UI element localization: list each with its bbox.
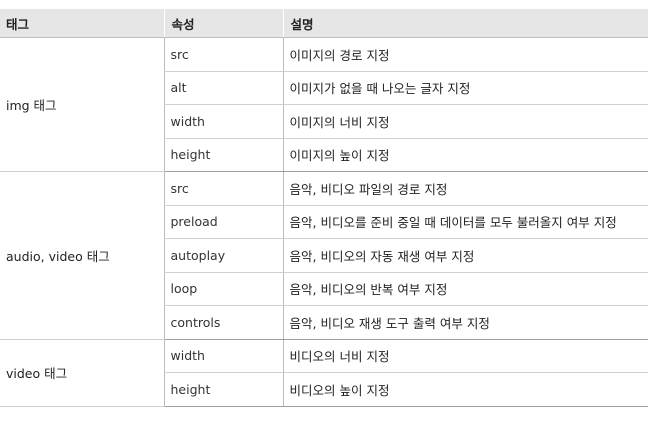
table-row: preload 음악, 비디오를 준비 중일 때 데이터를 모두 불러올지 여부… [0,205,648,239]
attribute-cell: autoplay [163,238,284,273]
attribute-cell: alt [163,71,284,105]
description-cell: 이미지의 높이 지정 [283,138,648,172]
attribute-cell: height [163,372,284,407]
table-row: loop 음악, 비디오의 반복 여부 지정 [0,272,648,306]
description-cell: 비디오의 높이 지정 [283,372,648,407]
attribute-cell: preload [163,205,284,239]
description-cell: 이미지의 경로 지정 [283,37,648,72]
table-row: audio, video 태그 src 음악, 비디오 파일의 경로 지정 [0,171,648,340]
header-tag: 태그 [0,9,164,38]
attribute-cell: height [163,138,284,172]
attribute-cell: loop [163,272,284,306]
attribute-cell: src [163,171,284,206]
tag-cell-img: img 태그 [0,37,164,172]
attribute-table: 태그 속성 설명 img 태그 src 이미지의 경로 지정 alt 이미지가 … [0,9,648,407]
header-row: 태그 속성 설명 [0,9,648,38]
table-body: img 태그 src 이미지의 경로 지정 alt 이미지가 없을 때 나오는 … [0,37,648,407]
description-cell: 음악, 비디오를 준비 중일 때 데이터를 모두 불러올지 여부 지정 [283,205,648,239]
description-cell: 이미지의 너비 지정 [283,104,648,139]
attribute-cell: controls [163,305,284,340]
table-header: 태그 속성 설명 [0,9,648,38]
table-row: autoplay 음악, 비디오의 자동 재생 여부 지정 [0,238,648,273]
table-row: width 이미지의 너비 지정 [0,104,648,139]
description-cell: 음악, 비디오 파일의 경로 지정 [283,171,648,206]
header-description: 설명 [282,9,648,38]
header-attribute: 속성 [163,9,283,38]
table-row: img 태그 src 이미지의 경로 지정 [0,37,648,172]
table-row: height 이미지의 높이 지정 [0,138,648,172]
description-cell: 음악, 비디오의 반복 여부 지정 [283,272,648,306]
tag-cell-video: video 태그 [0,339,164,407]
description-cell: 비디오의 너비 지정 [283,339,648,373]
description-cell: 음악, 비디오의 자동 재생 여부 지정 [283,238,648,273]
attribute-cell: width [163,339,284,373]
table-row: alt 이미지가 없을 때 나오는 글자 지정 [0,71,648,105]
table-row: controls 음악, 비디오 재생 도구 출력 여부 지정 [0,305,648,340]
attribute-table-container: 태그 속성 설명 img 태그 src 이미지의 경로 지정 alt 이미지가 … [0,9,648,407]
attribute-cell: width [163,104,284,139]
description-cell: 이미지가 없을 때 나오는 글자 지정 [283,71,648,105]
table-row: video 태그 width 비디오의 너비 지정 [0,339,648,407]
table-row: height 비디오의 높이 지정 [0,372,648,407]
tag-cell-audio-video: audio, video 태그 [0,171,164,340]
attribute-cell: src [163,37,284,72]
description-cell: 음악, 비디오 재생 도구 출력 여부 지정 [283,305,648,340]
